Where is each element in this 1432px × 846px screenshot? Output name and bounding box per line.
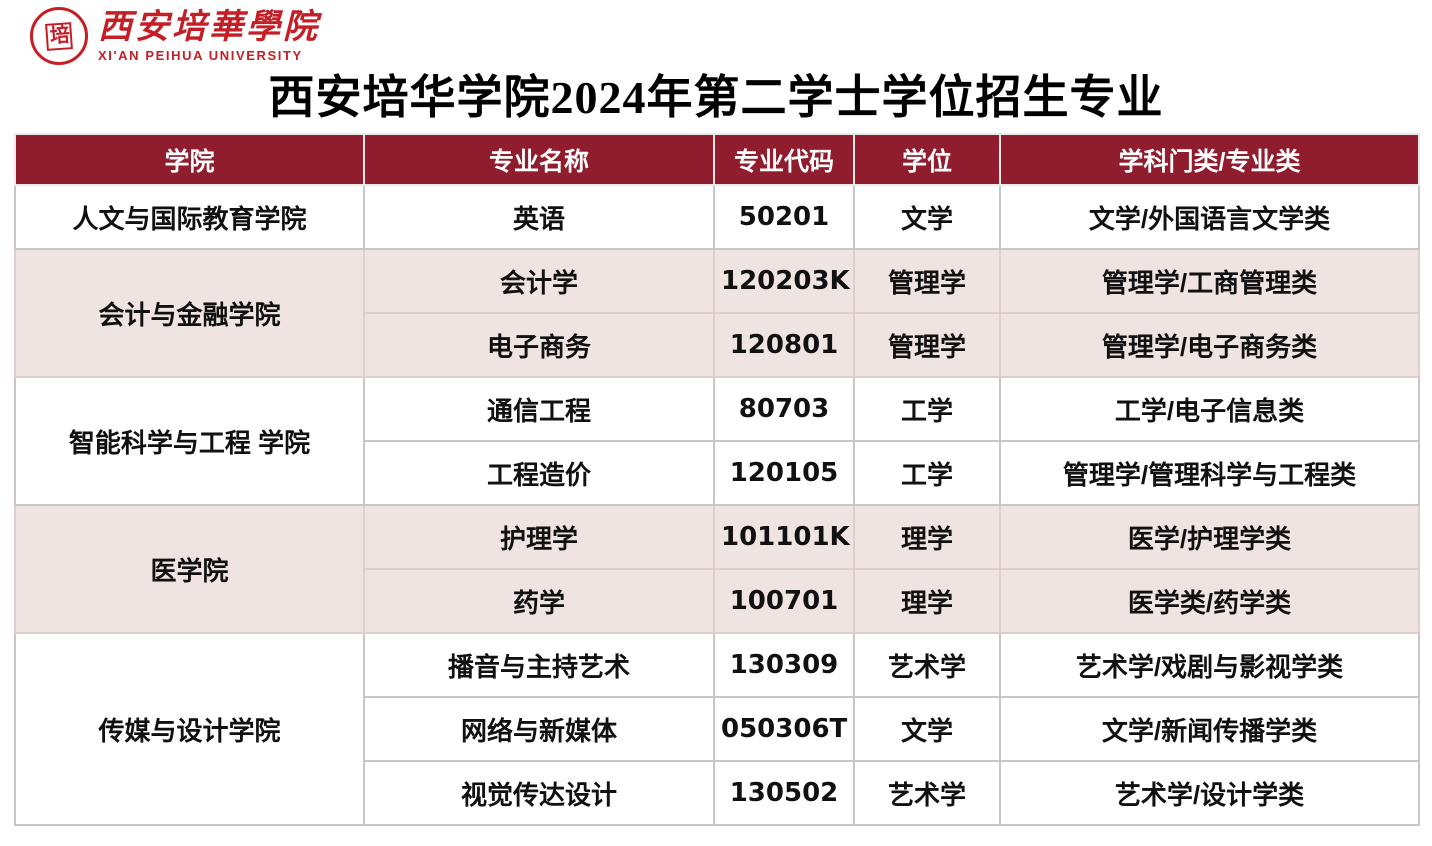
degree-cell: 艺术学 bbox=[853, 632, 1001, 698]
category-cell: 工学/电子信息类 bbox=[999, 376, 1420, 442]
category-cell: 管理学/工商管理类 bbox=[999, 248, 1420, 314]
major-code-cell: 050306T bbox=[713, 696, 855, 762]
degree-cell: 管理学 bbox=[853, 312, 1001, 378]
major-code-cell: 120105 bbox=[713, 440, 855, 506]
column-header-3: 学位 bbox=[853, 133, 1001, 186]
major-name-cell: 播音与主持艺术 bbox=[363, 632, 715, 698]
major-name-cell: 网络与新媒体 bbox=[363, 696, 715, 762]
table-row: 传媒与设计学院 播音与主持艺术 130309 艺术学 艺术学/戏剧与影视学类 bbox=[14, 632, 1420, 826]
seal-character: 培 bbox=[45, 21, 73, 51]
major-name-cell: 视觉传达设计 bbox=[363, 760, 715, 826]
table-row: 会计与金融学院 会计学 120203K 管理学 管理学/工商管理类 bbox=[14, 248, 1420, 378]
university-logo: 培 西安培華學院 XI'AN PEIHUA UNIVERSITY bbox=[30, 7, 320, 65]
major-code-cell: 50201 bbox=[713, 184, 855, 250]
table-row: 视觉传达设计 130502 艺术学 艺术学/设计学类 bbox=[15, 760, 1420, 826]
university-seal-icon: 培 bbox=[30, 7, 88, 65]
major-name-cell: 工程造价 bbox=[363, 440, 715, 506]
degree-cell: 工学 bbox=[853, 376, 1001, 442]
table-row: 药学 100701 理学 医学类/药学类 bbox=[15, 568, 1420, 634]
degree-cell: 理学 bbox=[853, 504, 1001, 570]
college-cell: 医学院 bbox=[14, 504, 365, 634]
column-header-4: 学科门类/专业类 bbox=[999, 133, 1420, 186]
major-code-cell: 120801 bbox=[713, 312, 855, 378]
table-row: 电子商务 120801 管理学 管理学/电子商务类 bbox=[15, 312, 1420, 378]
major-name-cell: 通信工程 bbox=[363, 376, 715, 442]
major-name-cell: 英语 bbox=[363, 184, 715, 250]
major-code-cell: 130309 bbox=[713, 632, 855, 698]
table-row: 智能科学与工程 学院 通信工程 80703 工学 工学/电子信息类 bbox=[14, 376, 1420, 506]
category-cell: 文学/新闻传播学类 bbox=[999, 696, 1420, 762]
logo-text: 西安培華學院 XI'AN PEIHUA UNIVERSITY bbox=[98, 10, 320, 62]
category-cell: 医学/护理学类 bbox=[999, 504, 1420, 570]
category-cell: 医学类/药学类 bbox=[999, 568, 1420, 634]
header-row: 学院 专业名称 专业代码 学位 学科门类/专业类 bbox=[14, 133, 1420, 186]
table-row: 医学院 护理学 101101K 理学 医学/护理学类 bbox=[14, 504, 1420, 634]
college-cell: 人文与国际教育学院 bbox=[14, 184, 365, 250]
table-row: 网络与新媒体 050306T 文学 文学/新闻传播学类 bbox=[15, 696, 1420, 762]
category-cell: 艺术学/设计学类 bbox=[999, 760, 1420, 826]
table-row: 工程造价 120105 工学 管理学/管理科学与工程类 bbox=[15, 440, 1420, 506]
degree-cell: 文学 bbox=[853, 184, 1001, 250]
table-row: 人文与国际教育学院 英语 50201 文学 文学/外国语言文学类 bbox=[14, 184, 1420, 250]
major-name-cell: 电子商务 bbox=[363, 312, 715, 378]
college-cell: 传媒与设计学院 bbox=[14, 632, 365, 826]
category-cell: 管理学/管理科学与工程类 bbox=[999, 440, 1420, 506]
major-name-cell: 药学 bbox=[363, 568, 715, 634]
degree-cell: 理学 bbox=[853, 568, 1001, 634]
column-header-2: 专业代码 bbox=[713, 133, 855, 186]
college-cell: 智能科学与工程 学院 bbox=[14, 376, 365, 506]
major-code-cell: 130502 bbox=[713, 760, 855, 826]
category-cell: 管理学/电子商务类 bbox=[999, 312, 1420, 378]
column-header-0: 学院 bbox=[14, 133, 365, 186]
major-code-cell: 100701 bbox=[713, 568, 855, 634]
page-title: 西安培华学院2024年第二学士学位招生专业 bbox=[268, 72, 1164, 123]
major-code-cell: 120203K bbox=[713, 248, 855, 314]
major-name-cell: 护理学 bbox=[363, 504, 715, 570]
category-cell: 艺术学/戏剧与影视学类 bbox=[999, 632, 1420, 698]
table-header: 学院 专业名称 专业代码 学位 学科门类/专业类 bbox=[14, 133, 1420, 186]
logo-university-name-cn: 西安培華學院 bbox=[98, 8, 320, 46]
degree-cell: 文学 bbox=[853, 696, 1001, 762]
category-cell: 文学/外国语言文学类 bbox=[999, 184, 1420, 250]
college-cell: 会计与金融学院 bbox=[14, 248, 365, 378]
degree-cell: 艺术学 bbox=[853, 760, 1001, 826]
logo-university-name-en: XI'AN PEIHUA UNIVERSITY bbox=[98, 47, 303, 63]
majors-table: 学院 专业名称 专业代码 学位 学科门类/专业类 人文与国际教育学院 英语 50201 文学文… bbox=[14, 133, 1420, 826]
degree-cell: 管理学 bbox=[853, 248, 1001, 314]
degree-cell: 工学 bbox=[853, 440, 1001, 506]
major-code-cell: 101101K bbox=[713, 504, 855, 570]
column-header-1: 专业名称 bbox=[363, 133, 715, 186]
major-code-cell: 80703 bbox=[713, 376, 855, 442]
table-body: 人文与国际教育学院 英语 50201 文学 文学/外国语言文学类 会计与金融学院 会计学 12… bbox=[14, 184, 1420, 826]
major-name-cell: 会计学 bbox=[363, 248, 715, 314]
